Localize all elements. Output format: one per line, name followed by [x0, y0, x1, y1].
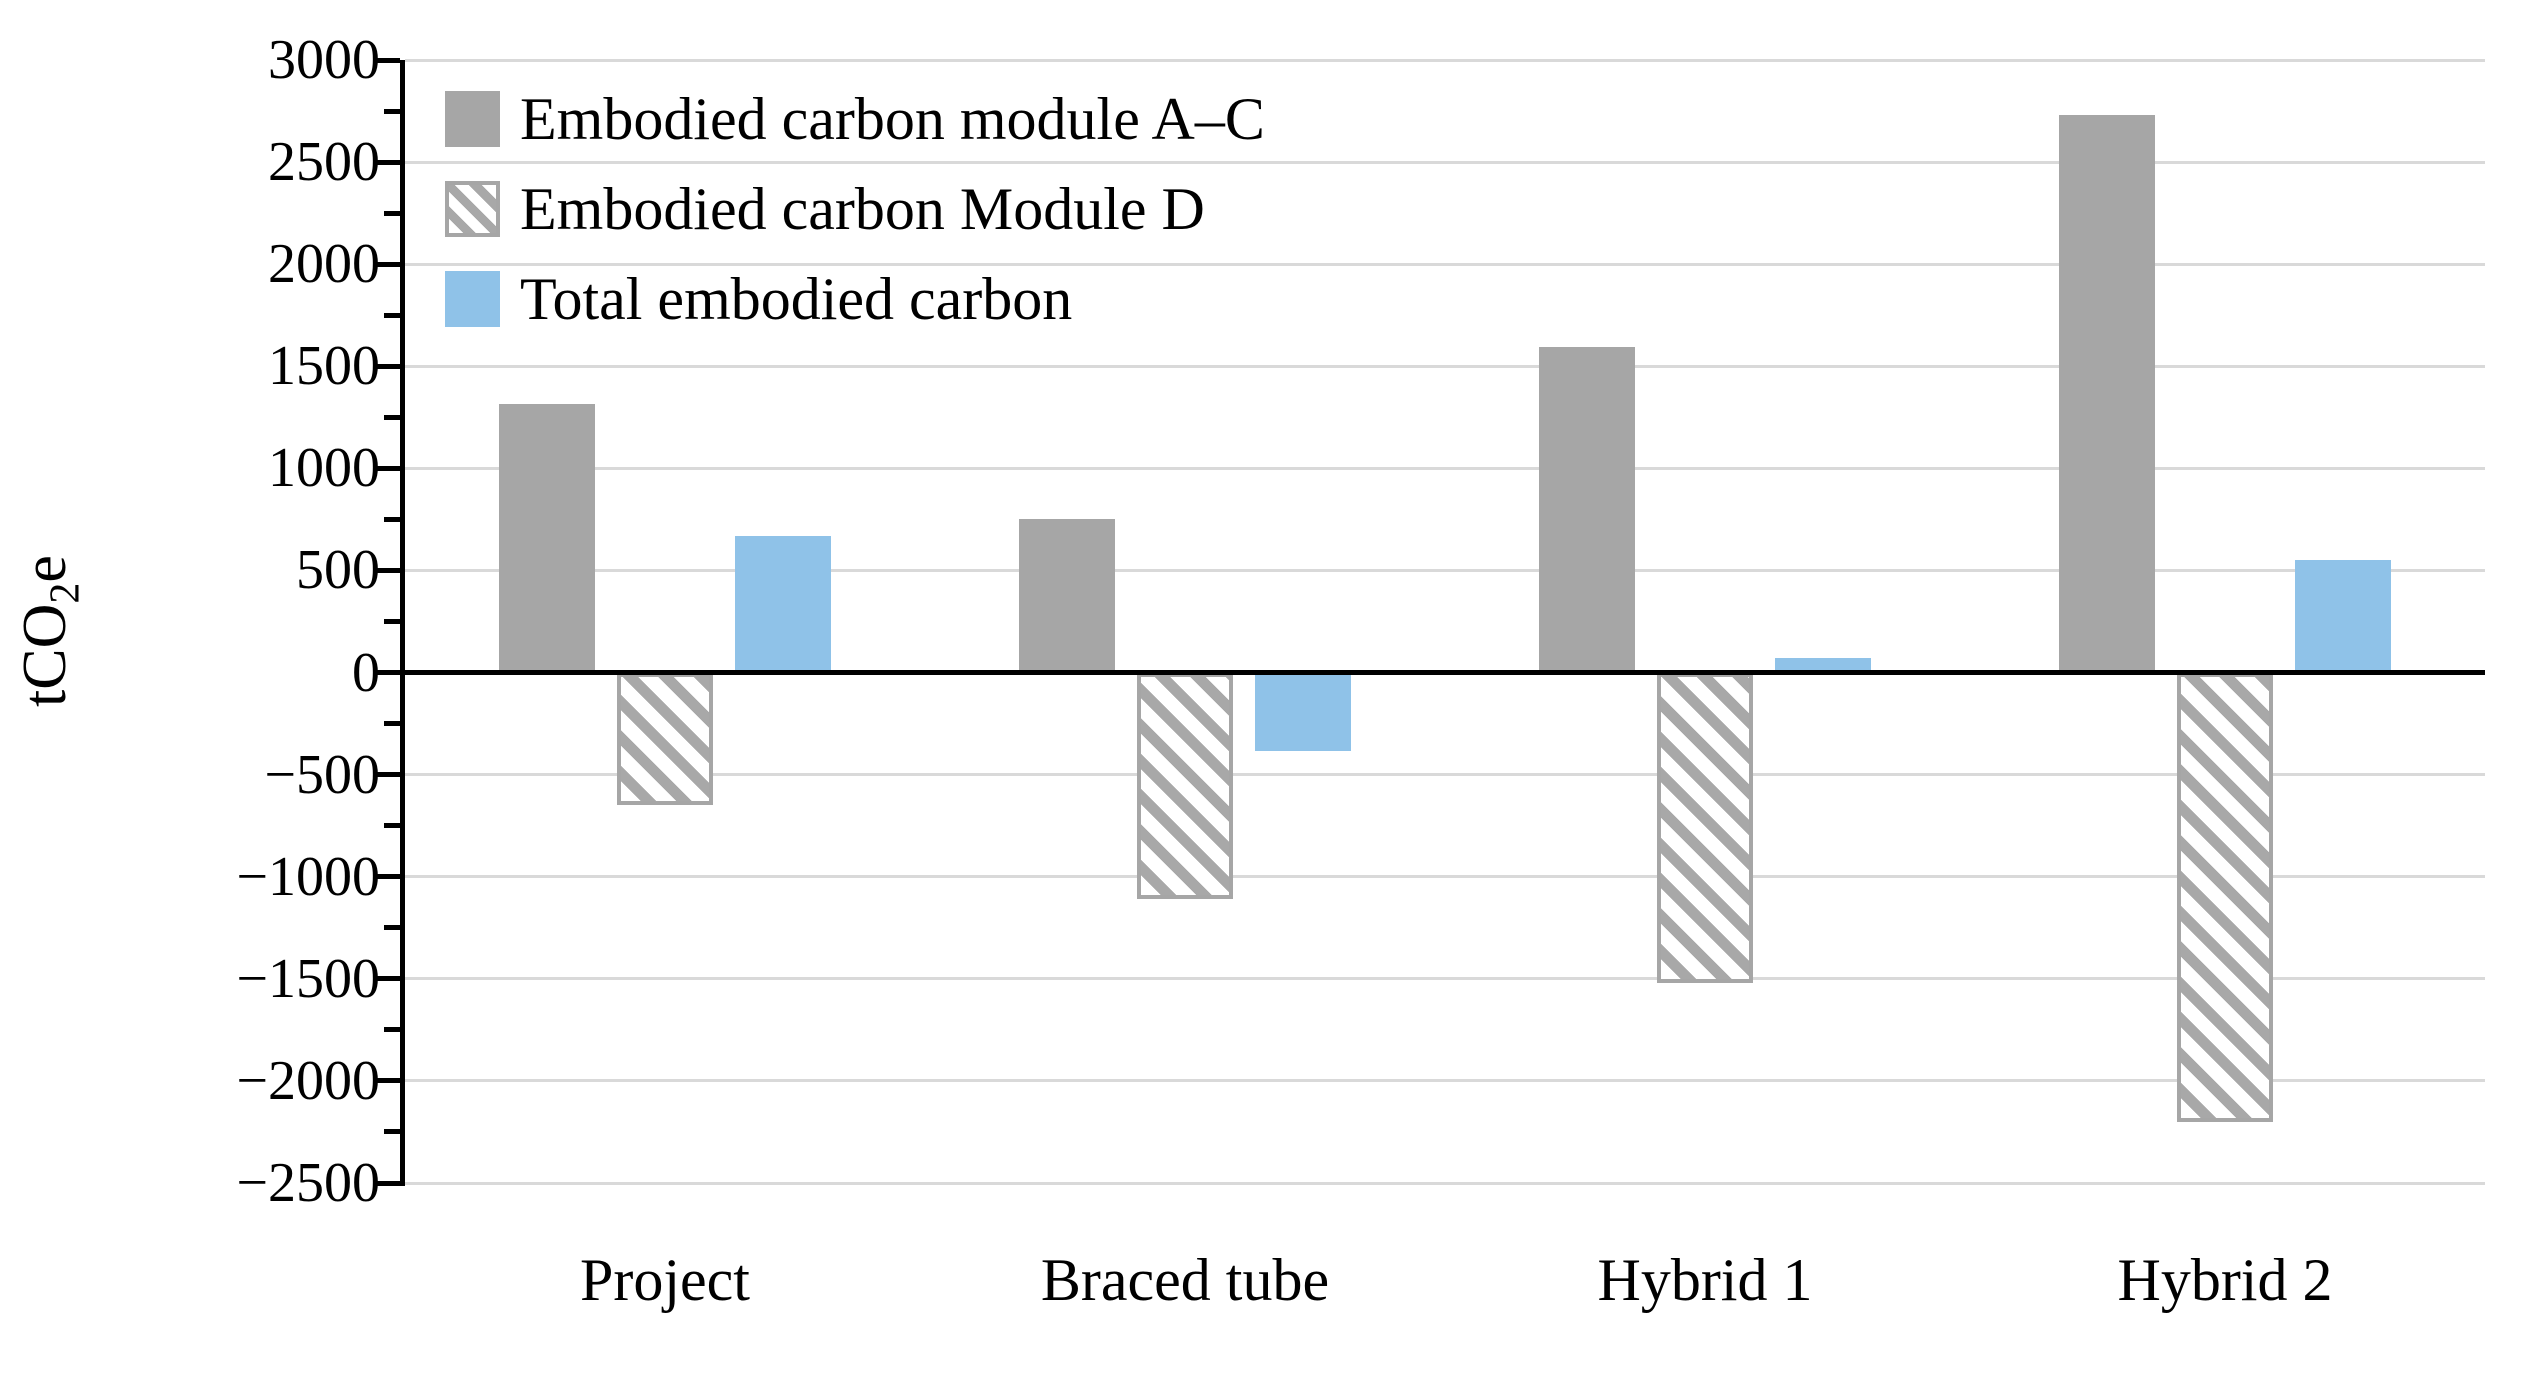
y-axis-major-tick — [374, 874, 400, 880]
bar-embodied-carbon-module-a-c-hybrid-1 — [1539, 346, 1635, 673]
gridline — [405, 466, 2485, 470]
gridline — [405, 773, 2485, 777]
y-tick-label: 0 — [352, 641, 380, 704]
bar-embodied-carbon-module-d-hybrid-1 — [1657, 672, 1753, 983]
y-axis-major-tick — [374, 57, 400, 63]
bar-embodied-carbon-module-a-c-hybrid-2 — [2059, 115, 2155, 673]
x-category-label-hybrid-2: Hybrid 2 — [2117, 1247, 2333, 1313]
y-tick-label: 2000 — [268, 233, 380, 296]
gridline — [405, 160, 2485, 164]
y-tick-label: 1500 — [268, 335, 380, 398]
y-axis-minor-tick — [384, 414, 400, 420]
y-axis-minor-tick — [384, 210, 400, 216]
legend-swatch-module-d — [445, 181, 500, 237]
y-axis-major-tick — [374, 976, 400, 982]
zero-axis-line — [405, 670, 2485, 676]
y-axis-minor-tick — [384, 312, 400, 318]
y-tick-label: −2000 — [236, 1049, 380, 1112]
gridline — [405, 568, 2485, 572]
gridline — [405, 1181, 2485, 1185]
bar-embodied-carbon-module-a-c-project — [499, 404, 595, 673]
y-axis-minor-tick — [384, 1129, 400, 1135]
y-axis-title-pre: tCO — [11, 603, 79, 707]
y-axis-minor-tick — [384, 721, 400, 727]
y-axis-spine — [400, 60, 405, 1186]
y-tick-label: −500 — [264, 743, 380, 806]
y-axis-title-sub: 2 — [42, 582, 89, 604]
bar-total-embodied-carbon-hybrid-1 — [1775, 658, 1871, 673]
bar-embodied-carbon-module-d-project — [617, 672, 713, 806]
legend-row-module-d: Embodied carbon Module D — [445, 164, 1265, 254]
y-tick-label: 1000 — [268, 437, 380, 500]
y-axis-minor-tick — [384, 925, 400, 931]
y-axis-title-post: e — [11, 555, 79, 583]
bar-embodied-carbon-module-d-braced-tube — [1137, 672, 1233, 900]
y-axis-major-tick — [374, 1180, 400, 1186]
bar-total-embodied-carbon-hybrid-2 — [2295, 560, 2391, 673]
y-axis-title: tCO2e — [5, 331, 89, 931]
legend-label-module-a-c: Embodied carbon module A–C — [520, 86, 1265, 152]
y-axis-minor-tick — [384, 619, 400, 624]
y-axis-major-tick — [374, 159, 400, 165]
gridline — [405, 1079, 2485, 1083]
gridline — [405, 58, 2485, 62]
gridline — [405, 262, 2485, 266]
y-axis-minor-tick — [384, 823, 400, 829]
y-axis-major-tick — [374, 567, 400, 573]
x-category-label-project: Project — [580, 1247, 750, 1313]
y-tick-label: 3000 — [268, 29, 380, 91]
y-tick-label: −1500 — [236, 947, 380, 1010]
y-tick-label: −1000 — [236, 845, 380, 908]
y-axis-minor-tick — [384, 516, 400, 522]
gridline — [405, 977, 2485, 981]
legend-label-module-d: Embodied carbon Module D — [520, 176, 1205, 242]
y-axis-major-tick — [374, 772, 400, 778]
bar-total-embodied-carbon-project — [735, 535, 831, 673]
legend-row-module-a-c: Embodied carbon module A–C — [445, 74, 1265, 164]
y-tick-label: 500 — [296, 539, 380, 602]
y-axis-minor-tick — [384, 1027, 400, 1033]
bar-total-embodied-carbon-braced-tube — [1255, 672, 1351, 752]
x-category-label-hybrid-1: Hybrid 1 — [1597, 1247, 1813, 1313]
y-axis-major-tick — [374, 1078, 400, 1084]
y-axis-major-tick — [374, 363, 400, 369]
gridline — [405, 364, 2485, 368]
y-tick-label: −2500 — [236, 1152, 380, 1214]
legend-swatch-total — [445, 271, 500, 327]
y-axis-major-tick — [374, 465, 400, 471]
legend-swatch-module-a-c — [445, 91, 500, 147]
legend-row-total: Total embodied carbon — [445, 254, 1265, 344]
y-tick-label: 2500 — [268, 131, 380, 194]
x-category-label-braced-tube: Braced tube — [1040, 1247, 1330, 1313]
gridline — [405, 875, 2485, 879]
legend-label-total: Total embodied carbon — [520, 266, 1073, 332]
y-axis-major-tick — [374, 670, 400, 676]
y-axis-minor-tick — [384, 108, 400, 114]
bar-embodied-carbon-module-a-c-braced-tube — [1019, 519, 1115, 673]
chart-legend: Embodied carbon module A–C Embodied carb… — [445, 74, 1265, 344]
bar-embodied-carbon-module-d-hybrid-2 — [2177, 672, 2273, 1122]
plot-area — [374, 57, 2485, 1186]
y-axis-major-tick — [374, 261, 400, 267]
